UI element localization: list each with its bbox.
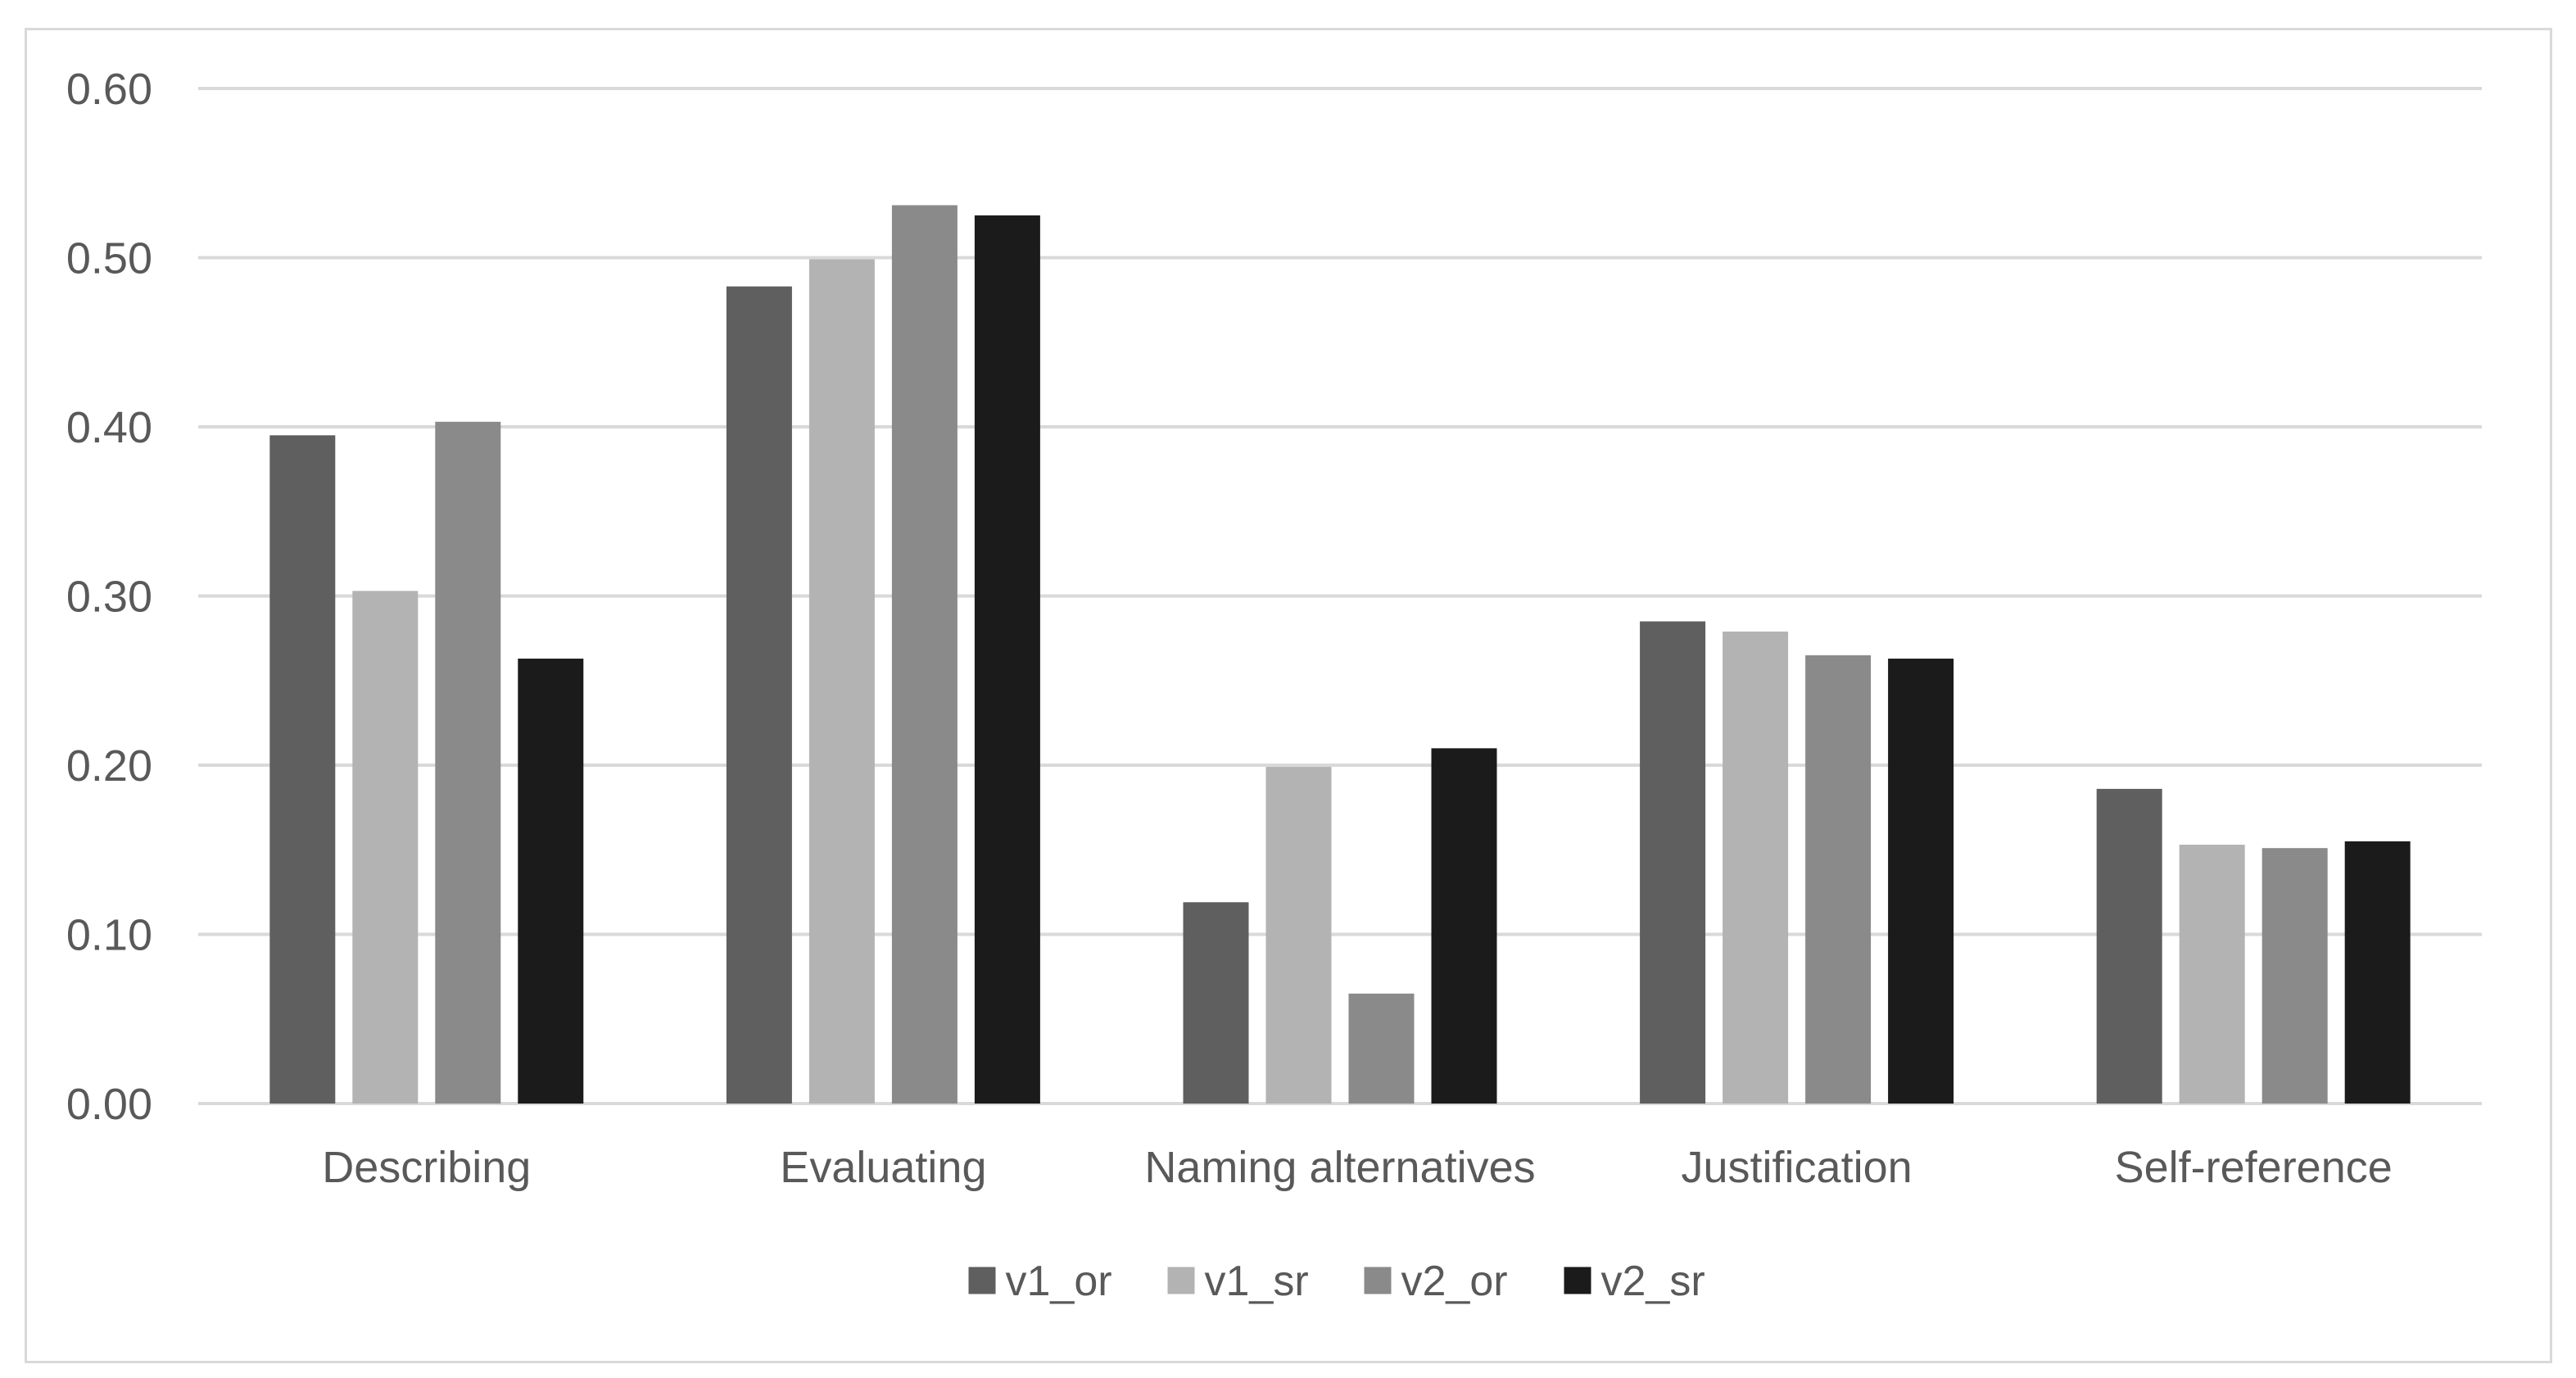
bar-v1_sr-0: [352, 591, 419, 1104]
bar-v1_sr-2: [1265, 767, 1332, 1104]
bar-v1_or-0: [269, 435, 336, 1104]
bar-v1_sr-4: [2179, 845, 2245, 1104]
bar-v2_or-0: [435, 421, 501, 1104]
bar-v1_or-4: [2096, 788, 2162, 1104]
bar-v2_or-2: [1348, 993, 1415, 1104]
y-tick-label: 0.60: [66, 65, 152, 114]
legend-label-v1_sr: v1_sr: [1205, 1258, 1309, 1305]
y-tick-label: 0.10: [66, 911, 152, 960]
category-label: Self-reference: [2115, 1143, 2393, 1192]
bar-v2_sr-0: [518, 658, 584, 1104]
bar-v2_sr-3: [1888, 658, 1954, 1104]
category-label: Justification: [1682, 1143, 1913, 1192]
category-label: Naming alternatives: [1144, 1143, 1535, 1192]
bar-v1_or-3: [1640, 621, 1706, 1104]
legend-label-v2_or: v2_or: [1401, 1258, 1508, 1305]
legend-swatch-v1_sr: [1167, 1267, 1195, 1294]
bar-v1_sr-1: [808, 259, 875, 1104]
bar-v2_sr-4: [2344, 841, 2411, 1104]
category-label: Evaluating: [780, 1143, 986, 1192]
y-tick-label: 0.40: [66, 403, 152, 452]
legend-swatch-v2_or: [1364, 1267, 1392, 1294]
y-tick-label: 0.30: [66, 573, 152, 622]
y-tick-label: 0.20: [66, 741, 152, 791]
legend-swatch-v1_or: [968, 1267, 996, 1294]
bar-v1_or-2: [1183, 902, 1249, 1104]
bar-v1_or-1: [726, 286, 792, 1104]
bar-v2_or-3: [1805, 655, 1872, 1104]
legend-label-v1_or: v1_or: [1006, 1258, 1112, 1305]
y-tick-label: 0.00: [66, 1080, 152, 1129]
bar-v2_sr-2: [1431, 748, 1497, 1104]
bar-v2_or-1: [891, 205, 958, 1104]
category-label: Describing: [322, 1143, 531, 1192]
legend-label-v2_sr: v2_sr: [1601, 1258, 1705, 1305]
bar-v2_or-4: [2261, 848, 2328, 1104]
legend-swatch-v2_sr: [1564, 1267, 1591, 1294]
y-tick-label: 0.50: [66, 234, 152, 283]
bar-v2_sr-1: [974, 215, 1040, 1104]
bar-v1_sr-3: [1723, 631, 1789, 1104]
